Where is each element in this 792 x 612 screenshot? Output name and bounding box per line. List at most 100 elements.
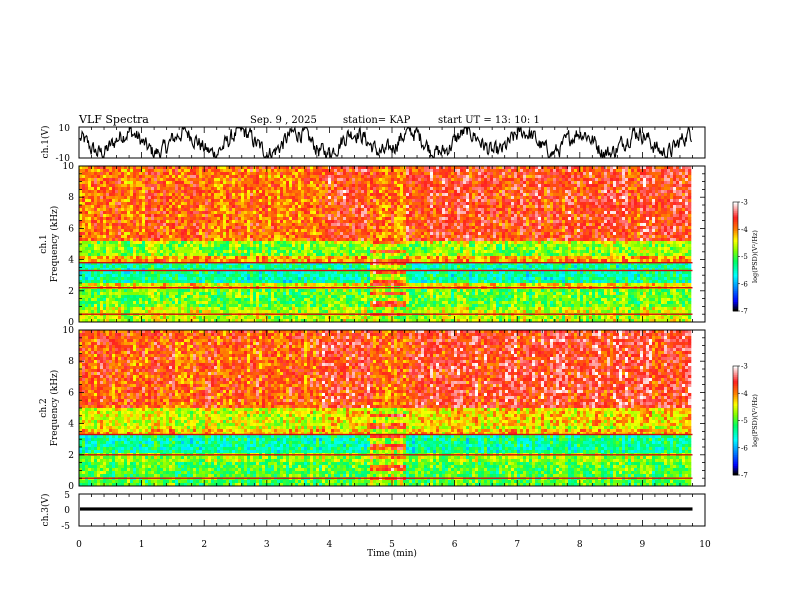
spectrogram-cell — [157, 196, 161, 200]
spectrogram-cell — [196, 247, 200, 251]
spectrogram-cell — [271, 238, 275, 242]
spectrogram-cell — [217, 319, 221, 323]
spectrogram-cell — [301, 247, 305, 251]
spectrogram-cell — [79, 226, 83, 230]
spectrogram-cell — [193, 178, 197, 182]
spectrogram-cell — [94, 211, 98, 215]
spectrogram-cell — [163, 256, 167, 260]
spectrogram-cell — [313, 178, 317, 182]
spectrogram-cell — [247, 223, 251, 227]
spectrogram-cell — [112, 178, 116, 182]
spectrogram-cell — [136, 226, 140, 230]
spectrogram-cell — [88, 253, 92, 257]
spectrogram-cell — [169, 229, 173, 233]
spectrogram-cell — [250, 184, 254, 188]
spectrogram-cell — [181, 277, 185, 281]
spectrogram-cell — [136, 253, 140, 257]
spectrogram-cell — [133, 229, 137, 233]
spectrogram-cell — [85, 235, 89, 239]
spectrogram-cell — [346, 250, 350, 254]
spectrogram-cell — [217, 307, 221, 311]
spectrogram-cell — [97, 310, 101, 314]
spectrogram-cell — [295, 268, 299, 272]
spectrogram-cell — [319, 187, 323, 191]
spectrogram-cell — [100, 169, 104, 173]
spectrogram-cell — [172, 244, 176, 248]
spectrogram-cell — [217, 169, 221, 173]
spectrogram-cell — [313, 226, 317, 230]
spectrogram-cell — [361, 181, 365, 185]
spectrogram-cell — [100, 211, 104, 215]
spectrogram-cell — [304, 265, 308, 269]
spectrogram-cell — [268, 310, 272, 314]
spectrogram-cell — [184, 241, 188, 245]
spectrogram-cell — [127, 295, 131, 299]
spectrogram-cell — [172, 208, 176, 212]
spectrogram-cell — [265, 226, 269, 230]
spectrogram-cell — [109, 280, 113, 284]
spectrogram-cell — [337, 244, 341, 248]
spectrogram-cell — [133, 166, 137, 170]
spectrogram-cell — [235, 256, 239, 260]
spectrogram-cell — [145, 208, 149, 212]
spectrogram-cell — [268, 271, 272, 275]
spectrogram-cell — [235, 175, 239, 179]
spectrogram-cell — [358, 226, 362, 230]
spectrogram-cell — [247, 217, 251, 221]
spectrogram-cell — [208, 256, 212, 260]
spectrogram-cell — [100, 319, 104, 323]
spectrogram-cell — [244, 298, 248, 302]
spectrogram-cell — [88, 181, 92, 185]
spectrogram-cell — [337, 319, 341, 323]
spectrogram-cell — [337, 268, 341, 272]
spectrogram-cell — [220, 268, 224, 272]
spectrogram-cell — [334, 229, 338, 233]
spectrogram-cell — [196, 169, 200, 173]
spectrogram-cell — [178, 202, 182, 206]
spectrogram-cell — [241, 271, 245, 275]
spectrogram-cell — [343, 298, 347, 302]
spectrogram-cell — [220, 199, 224, 203]
spectrogram-cell — [238, 316, 242, 320]
spectrogram-cell — [157, 202, 161, 206]
spectrogram-cell — [142, 166, 146, 170]
spectrogram-cell — [232, 178, 236, 182]
spectrogram-cell — [334, 238, 338, 242]
spectrogram-cell — [148, 208, 152, 212]
spectrogram-cell — [85, 172, 89, 176]
spectrogram-cell — [208, 229, 212, 233]
spectrogram-cell — [133, 175, 137, 179]
spectrogram-cell — [274, 211, 278, 215]
spectrogram-cell — [187, 319, 191, 323]
spectrogram-cell — [301, 214, 305, 218]
spectrogram-cell — [112, 295, 116, 299]
spectrogram-cell — [226, 289, 230, 293]
spectrogram-cell — [175, 220, 179, 224]
spectrogram-cell — [325, 241, 329, 245]
spectrogram-cell — [283, 274, 287, 278]
spectrogram-cell — [292, 166, 296, 170]
spectrogram-cell — [133, 298, 137, 302]
spectrogram-cell — [361, 217, 365, 221]
spectrogram-cell — [229, 226, 233, 230]
spectrogram-cell — [223, 247, 227, 251]
spectrogram-cell — [340, 298, 344, 302]
spectrogram-cell — [175, 292, 179, 296]
spectrogram-cell — [160, 238, 164, 242]
spectrogram-cell — [160, 268, 164, 272]
spectrogram-cell — [178, 199, 182, 203]
spectrogram-cell — [217, 292, 221, 296]
spectrogram-cell — [79, 178, 83, 182]
spectrogram-cell — [175, 190, 179, 194]
spectrogram-cell — [232, 316, 236, 320]
spectrogram-cell — [232, 244, 236, 248]
spectrogram-cell — [307, 289, 311, 293]
spectrogram-cell — [172, 229, 176, 233]
spectrogram-cell — [196, 301, 200, 305]
spectrogram-cell — [277, 301, 281, 305]
spectrogram-cell — [169, 178, 173, 182]
spectrogram-cell — [238, 238, 242, 242]
spectrogram-cell — [325, 217, 329, 221]
spectrogram-cell — [169, 244, 173, 248]
spectrogram-cell — [175, 301, 179, 305]
